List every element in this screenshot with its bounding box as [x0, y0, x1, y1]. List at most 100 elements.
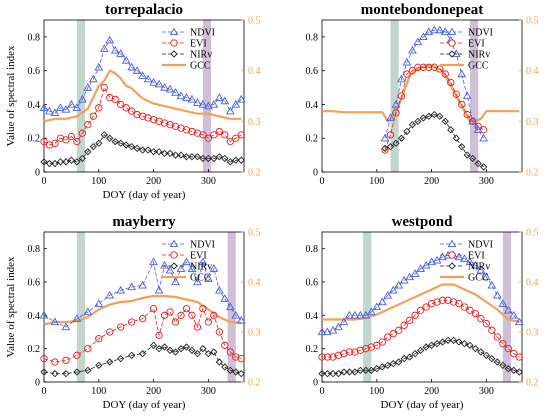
point-ndvi — [492, 290, 502, 299]
point-evi — [356, 346, 365, 354]
point-nirv — [84, 148, 92, 156]
point-nirv — [318, 370, 326, 378]
point-evi — [416, 306, 425, 314]
x-tick-label: 300 — [479, 176, 494, 187]
point-nirv — [493, 358, 501, 366]
y-right-tick-label: 0.2 — [248, 378, 261, 389]
point-evi — [367, 343, 375, 351]
point-ndvi — [391, 99, 401, 108]
point-nirv — [210, 348, 218, 356]
point-nirv — [149, 341, 158, 349]
point-ndvi — [476, 265, 486, 274]
point-ndvi — [72, 103, 82, 111]
panel-mayberry: mayberry 0 100 200 300 0 0.2 0.4 0.6 0.8 0.2 0.3 0.4… — [5, 214, 261, 411]
point-evi — [144, 114, 152, 122]
point-ndvi — [165, 84, 175, 93]
point-nirv — [232, 368, 240, 376]
point-evi — [215, 127, 223, 136]
point-nirv — [323, 370, 332, 378]
point-ndvi — [413, 37, 423, 46]
point-evi — [117, 100, 125, 109]
legend-label-gcc: GCC — [190, 61, 211, 72]
point-ndvi — [160, 260, 169, 269]
panel-title: westpond — [392, 214, 454, 230]
y-left-tick-label: 0.4 — [28, 100, 41, 111]
x-tick-label: 100 — [369, 176, 384, 187]
point-evi — [182, 126, 191, 134]
point-ndvi — [94, 62, 104, 71]
point-nirv — [221, 363, 229, 371]
band-green-0 — [76, 20, 86, 172]
point-ndvi — [317, 327, 327, 336]
point-nirv — [334, 370, 343, 378]
point-ndvi — [465, 257, 475, 266]
point-ndvi — [50, 108, 60, 117]
point-evi — [149, 305, 158, 313]
point-evi — [340, 350, 348, 358]
point-nirv — [351, 368, 359, 376]
series-line-gcc — [43, 69, 242, 123]
y-right-tick-label: 0.4 — [248, 66, 261, 77]
point-nirv — [232, 156, 240, 164]
point-ndvi — [39, 103, 49, 111]
point-ndvi — [383, 290, 393, 299]
point-nirv — [40, 158, 48, 166]
point-evi — [166, 121, 174, 129]
point-evi — [463, 110, 471, 119]
series-line-nirv — [43, 344, 242, 375]
point-ndvi — [121, 56, 131, 64]
point-ndvi — [149, 77, 158, 86]
legend-label-ndvi: NDVI — [190, 240, 215, 251]
point-evi — [193, 129, 202, 137]
legend-label-nirv: NIRv — [468, 262, 490, 273]
point-ndvi — [171, 88, 180, 96]
point-evi — [204, 134, 213, 142]
point-evi — [138, 315, 147, 323]
y-right-tick-label: 0.2 — [526, 378, 539, 389]
point-evi — [67, 132, 76, 141]
point-evi — [430, 63, 438, 71]
point-nirv — [144, 146, 152, 154]
point-nirv — [149, 148, 158, 156]
point-nirv — [204, 350, 213, 358]
point-nirv — [62, 158, 70, 166]
point-evi — [133, 110, 141, 119]
point-ndvi — [182, 93, 191, 101]
point-ndvi — [440, 27, 450, 35]
point-nirv — [510, 366, 518, 374]
point-nirv — [419, 114, 428, 122]
point-evi — [414, 63, 422, 71]
point-evi — [182, 305, 191, 313]
panel-title: mayberry — [112, 214, 176, 230]
point-nirv — [458, 143, 466, 151]
point-evi — [351, 348, 359, 356]
point-evi — [73, 137, 81, 146]
y-left-tick-label: 0.2 — [306, 134, 319, 145]
point-ndvi — [187, 94, 197, 103]
point-evi — [515, 353, 523, 361]
y-left-tick-label: 0.2 — [306, 344, 319, 355]
y-right-tick-label: 0.5 — [526, 16, 539, 27]
point-evi — [493, 333, 501, 341]
point-nirv — [73, 158, 81, 166]
point-ndvi — [61, 105, 71, 113]
point-ndvi — [214, 285, 224, 294]
point-ndvi — [377, 297, 387, 306]
point-evi — [444, 296, 452, 304]
point-ndvi — [105, 290, 115, 299]
y-right-tick-label: 0.5 — [248, 16, 261, 27]
point-ndvi — [386, 113, 395, 122]
point-ndvi — [429, 25, 439, 34]
point-nirv — [340, 368, 348, 376]
series-line-ndvi — [43, 39, 242, 114]
point-evi — [188, 311, 196, 319]
y-left-tick-label: 0 — [313, 168, 318, 179]
point-nirv — [177, 345, 185, 353]
point-ndvi — [424, 27, 434, 35]
point-nirv — [444, 336, 452, 344]
point-evi — [177, 124, 185, 132]
point-ndvi — [503, 305, 513, 314]
legend-label-ndvi: NDVI — [468, 28, 493, 39]
point-ndvi — [50, 317, 60, 326]
point-nirv — [155, 148, 163, 156]
